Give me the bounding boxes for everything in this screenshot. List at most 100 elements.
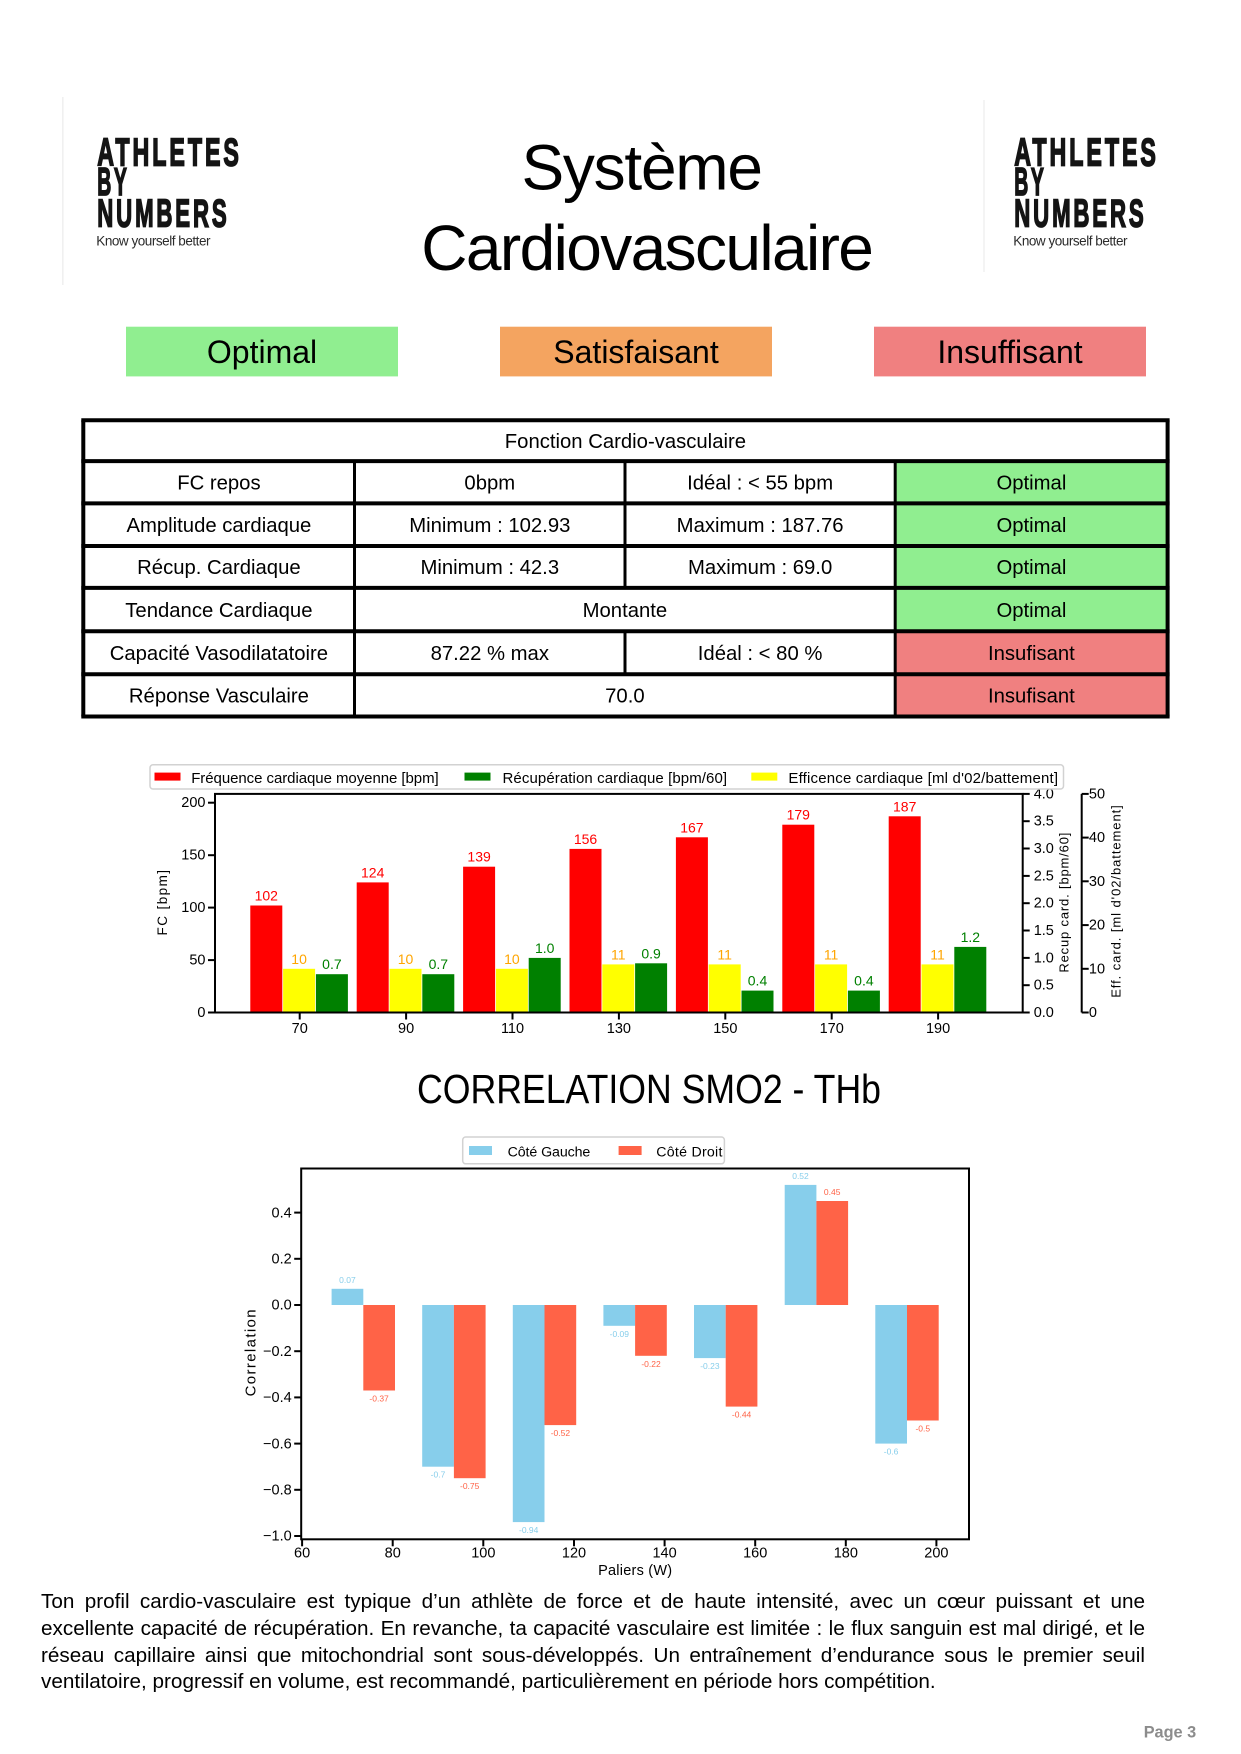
svg-text:0.4: 0.4 xyxy=(748,973,768,989)
svg-text:0.5: 0.5 xyxy=(1034,978,1054,994)
svg-text:Amplitude cardiaque: Amplitude cardiaque xyxy=(126,515,311,537)
svg-text:11: 11 xyxy=(611,946,626,962)
svg-text:−0.2: −0.2 xyxy=(263,1344,292,1360)
svg-text:187: 187 xyxy=(893,798,917,814)
svg-text:NUMBERS: NUMBERS xyxy=(1014,192,1146,235)
svg-text:BY: BY xyxy=(1014,161,1046,204)
svg-text:200: 200 xyxy=(924,1546,948,1562)
svg-text:102: 102 xyxy=(255,888,279,904)
svg-text:100: 100 xyxy=(471,1546,495,1562)
svg-text:BY: BY xyxy=(97,161,129,204)
svg-text:140: 140 xyxy=(652,1546,676,1562)
svg-text:4.0: 4.0 xyxy=(1034,786,1054,802)
svg-text:-0.44: -0.44 xyxy=(732,1410,752,1420)
svg-text:200: 200 xyxy=(181,795,205,811)
svg-text:40: 40 xyxy=(1089,830,1105,846)
svg-text:100: 100 xyxy=(181,900,205,916)
svg-text:FC repos: FC repos xyxy=(177,473,260,495)
svg-text:0bpm: 0bpm xyxy=(464,473,515,495)
svg-text:11: 11 xyxy=(930,946,945,962)
svg-text:0.7: 0.7 xyxy=(322,956,342,972)
svg-text:−0.4: −0.4 xyxy=(263,1390,292,1406)
svg-text:Maximum : 187.76: Maximum : 187.76 xyxy=(677,515,844,537)
svg-text:Capacité Vasodilatatoire: Capacité Vasodilatatoire xyxy=(110,643,328,665)
svg-text:Système: Système xyxy=(521,132,763,204)
svg-text:Optimal: Optimal xyxy=(996,600,1066,622)
svg-text:30: 30 xyxy=(1089,874,1105,890)
svg-text:124: 124 xyxy=(361,864,385,880)
svg-text:0: 0 xyxy=(1089,1005,1097,1021)
svg-text:190: 190 xyxy=(926,1021,950,1037)
svg-text:110: 110 xyxy=(501,1021,524,1037)
svg-text:2.5: 2.5 xyxy=(1034,868,1054,884)
svg-text:10: 10 xyxy=(1089,961,1105,977)
svg-text:Recup card. [bpm/60]: Recup card. [bpm/60] xyxy=(1056,833,1071,973)
svg-text:0: 0 xyxy=(197,1005,205,1021)
svg-text:ATHLETES: ATHLETES xyxy=(1014,132,1159,175)
svg-text:3.0: 3.0 xyxy=(1034,841,1054,857)
svg-text:11: 11 xyxy=(824,946,839,962)
svg-text:-0.6: -0.6 xyxy=(884,1447,899,1457)
svg-text:Insuffisant: Insuffisant xyxy=(937,334,1082,370)
svg-text:Correlation: Correlation xyxy=(242,1309,259,1396)
svg-text:170: 170 xyxy=(820,1021,844,1037)
svg-text:120: 120 xyxy=(562,1546,586,1562)
svg-text:3.5: 3.5 xyxy=(1034,814,1054,830)
svg-text:Optimal: Optimal xyxy=(996,515,1066,537)
svg-text:Minimum : 42.3: Minimum : 42.3 xyxy=(420,557,559,579)
svg-text:Fréquence cardiaque moyenne [b: Fréquence cardiaque moyenne [bpm] xyxy=(191,770,439,787)
svg-text:167: 167 xyxy=(680,819,704,835)
svg-text:1.5: 1.5 xyxy=(1034,923,1054,939)
svg-text:NUMBERS: NUMBERS xyxy=(97,192,229,235)
svg-text:Paliers (W): Paliers (W) xyxy=(598,1563,672,1579)
svg-text:FC [bpm]: FC [bpm] xyxy=(155,870,170,936)
svg-text:Tendance Cardiaque: Tendance Cardiaque xyxy=(125,600,312,622)
svg-text:180: 180 xyxy=(834,1546,858,1562)
svg-text:1.2: 1.2 xyxy=(961,929,981,945)
svg-text:10: 10 xyxy=(504,951,520,967)
svg-text:0.2: 0.2 xyxy=(272,1252,292,1268)
svg-text:-0.37: -0.37 xyxy=(369,1394,389,1404)
svg-text:−0.6: −0.6 xyxy=(263,1436,292,1452)
svg-text:Page 3: Page 3 xyxy=(1144,1724,1197,1742)
svg-text:0.9: 0.9 xyxy=(641,945,661,961)
svg-text:0.0: 0.0 xyxy=(1034,1005,1054,1021)
svg-text:80: 80 xyxy=(385,1546,401,1562)
svg-text:-0.7: -0.7 xyxy=(431,1470,446,1480)
svg-text:-0.22: -0.22 xyxy=(641,1359,661,1369)
svg-text:2.0: 2.0 xyxy=(1034,896,1054,912)
svg-text:10: 10 xyxy=(291,951,307,967)
svg-text:Know yourself better: Know yourself better xyxy=(1013,233,1128,248)
svg-text:1.0: 1.0 xyxy=(535,940,555,956)
svg-text:70.0: 70.0 xyxy=(605,686,644,708)
svg-text:Efficence cardiaque [ml d'02/b: Efficence cardiaque [ml d'02/battement] xyxy=(788,770,1058,787)
svg-text:139: 139 xyxy=(467,849,491,865)
svg-text:90: 90 xyxy=(398,1021,414,1037)
svg-text:10: 10 xyxy=(398,951,414,967)
svg-text:11: 11 xyxy=(717,946,732,962)
svg-text:0.4: 0.4 xyxy=(272,1205,292,1221)
svg-text:0.07: 0.07 xyxy=(339,1275,356,1285)
svg-text:Idéal : < 80 %: Idéal : < 80 % xyxy=(698,643,823,665)
svg-text:Satisfaisant: Satisfaisant xyxy=(553,334,719,370)
svg-text:0.0: 0.0 xyxy=(272,1298,292,1314)
svg-text:Know yourself better: Know yourself better xyxy=(96,233,211,248)
svg-text:-0.75: -0.75 xyxy=(460,1481,480,1491)
svg-text:Minimum : 102.93: Minimum : 102.93 xyxy=(409,515,570,537)
svg-text:50: 50 xyxy=(1089,786,1105,802)
svg-text:60: 60 xyxy=(294,1546,310,1562)
svg-text:Insufisant: Insufisant xyxy=(988,643,1075,665)
svg-text:Optimal: Optimal xyxy=(207,334,317,370)
svg-text:Optimal: Optimal xyxy=(996,557,1066,579)
svg-text:-0.5: -0.5 xyxy=(915,1424,930,1434)
svg-text:Cardiovasculaire: Cardiovasculaire xyxy=(421,212,874,284)
svg-text:150: 150 xyxy=(181,848,205,864)
svg-text:-0.94: -0.94 xyxy=(519,1525,539,1535)
svg-text:Réponse Vasculaire: Réponse Vasculaire xyxy=(129,686,309,708)
svg-text:Montante: Montante xyxy=(583,600,668,622)
svg-text:CORRELATION SMO2 - THb: CORRELATION SMO2 - THb xyxy=(417,1066,881,1112)
svg-text:Maximum : 69.0: Maximum : 69.0 xyxy=(688,557,832,579)
svg-text:0.4: 0.4 xyxy=(854,973,874,989)
svg-text:−1.0: −1.0 xyxy=(263,1529,292,1545)
svg-text:150: 150 xyxy=(713,1021,737,1037)
